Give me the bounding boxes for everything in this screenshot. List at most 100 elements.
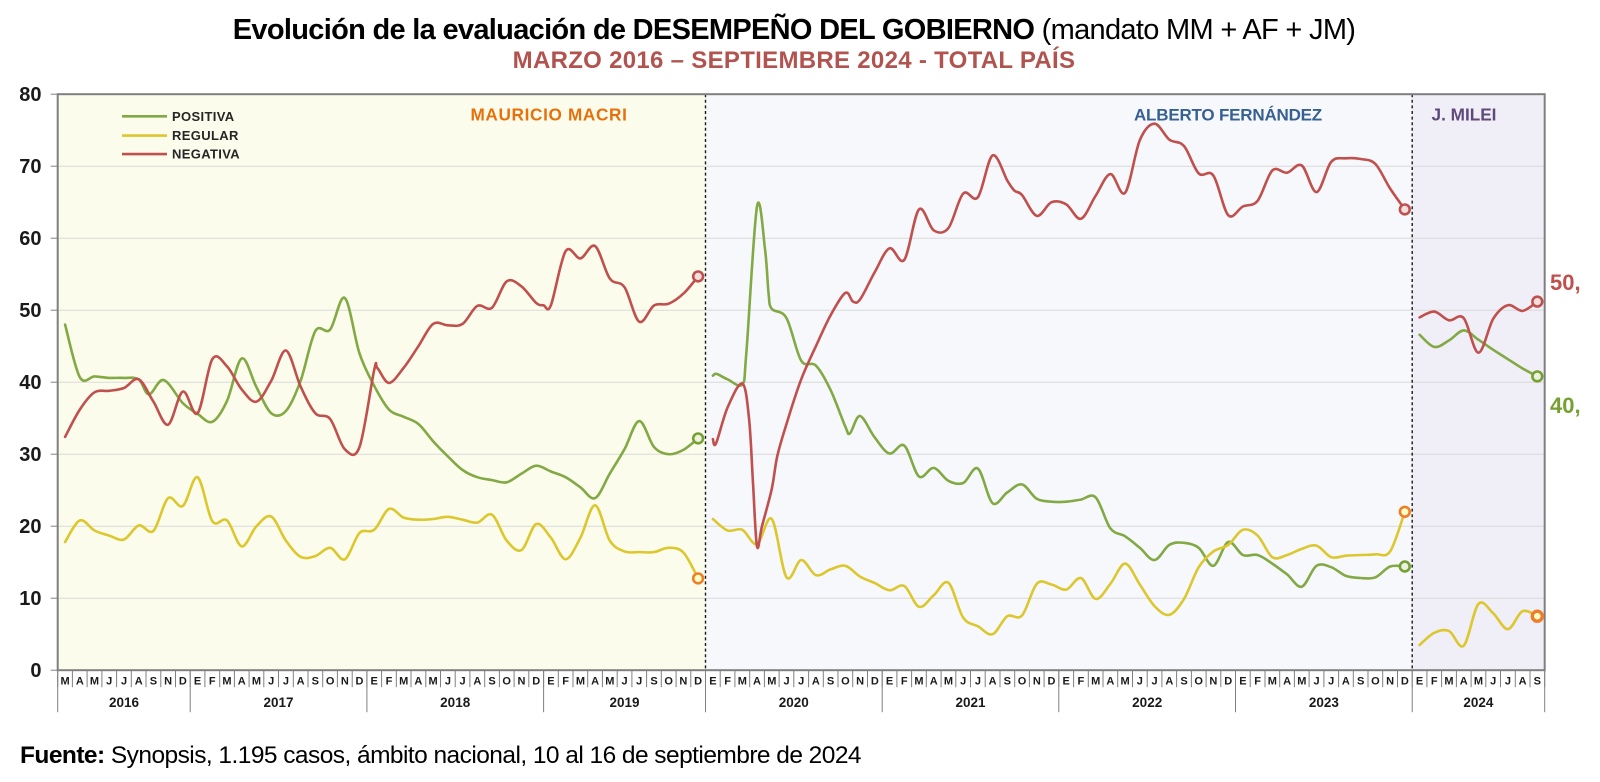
svg-text:M: M [1268, 676, 1277, 688]
svg-text:M: M [429, 676, 438, 688]
svg-text:N: N [856, 676, 864, 688]
svg-text:A: A [753, 676, 761, 688]
svg-text:A: A [76, 676, 84, 688]
svg-text:J: J [783, 676, 789, 688]
svg-text:S: S [312, 676, 319, 688]
svg-text:J: J [636, 676, 642, 688]
svg-text:NEGATIVA: NEGATIVA [172, 147, 240, 162]
svg-text:J: J [106, 676, 112, 688]
svg-text:J: J [121, 676, 127, 688]
svg-text:O: O [841, 676, 850, 688]
svg-text:D: D [356, 676, 364, 688]
svg-text:50,: 50, [1550, 270, 1581, 295]
svg-text:N: N [679, 676, 687, 688]
svg-text:N: N [1033, 676, 1041, 688]
svg-text:60: 60 [19, 228, 41, 250]
svg-text:A: A [414, 676, 422, 688]
svg-text:M: M [1297, 676, 1306, 688]
svg-text:J. MILEI: J. MILEI [1432, 105, 1497, 125]
svg-text:E: E [1063, 676, 1070, 688]
svg-text:J: J [283, 676, 289, 688]
svg-text:E: E [371, 676, 378, 688]
svg-text:D: D [871, 676, 879, 688]
svg-text:F: F [1431, 676, 1438, 688]
svg-text:2021: 2021 [955, 695, 986, 710]
svg-text:A: A [1283, 676, 1291, 688]
svg-text:M: M [605, 676, 614, 688]
svg-text:S: S [1357, 676, 1364, 688]
svg-text:40,: 40, [1550, 393, 1581, 418]
svg-text:N: N [1386, 676, 1394, 688]
svg-text:F: F [562, 676, 569, 688]
svg-text:J: J [621, 676, 627, 688]
svg-text:M: M [738, 676, 747, 688]
svg-text:J: J [975, 676, 981, 688]
svg-text:F: F [901, 676, 908, 688]
svg-text:F: F [209, 676, 216, 688]
svg-text:N: N [1209, 676, 1217, 688]
svg-text:F: F [386, 676, 393, 688]
svg-text:A: A [1519, 676, 1527, 688]
svg-text:E: E [886, 676, 893, 688]
svg-text:J: J [798, 676, 804, 688]
svg-text:A: A [812, 676, 820, 688]
svg-text:J: J [1137, 676, 1143, 688]
svg-text:J: J [960, 676, 966, 688]
svg-text:2017: 2017 [263, 695, 293, 710]
svg-text:S: S [650, 676, 657, 688]
svg-text:A: A [989, 676, 997, 688]
svg-text:M: M [399, 676, 408, 688]
svg-text:J: J [268, 676, 274, 688]
svg-text:M: M [61, 676, 70, 688]
svg-text:M: M [1474, 676, 1483, 688]
svg-text:2020: 2020 [779, 695, 809, 710]
svg-text:M: M [1091, 676, 1100, 688]
svg-text:F: F [1254, 676, 1261, 688]
svg-text:A: A [1460, 676, 1468, 688]
svg-text:A: A [1165, 676, 1173, 688]
svg-text:N: N [164, 676, 172, 688]
svg-text:A: A [1106, 676, 1114, 688]
svg-text:D: D [532, 676, 540, 688]
svg-text:POSITIVA: POSITIVA [172, 109, 235, 124]
svg-text:E: E [547, 676, 554, 688]
svg-text:E: E [194, 676, 201, 688]
svg-text:M: M [1121, 676, 1130, 688]
svg-text:M: M [944, 676, 953, 688]
svg-text:D: D [1224, 676, 1232, 688]
svg-text:10: 10 [19, 588, 41, 610]
svg-text:70: 70 [19, 156, 41, 178]
svg-text:S: S [1180, 676, 1187, 688]
svg-text:50: 50 [19, 300, 41, 322]
svg-text:M: M [576, 676, 585, 688]
svg-text:E: E [1239, 676, 1246, 688]
svg-text:S: S [150, 676, 157, 688]
svg-text:2022: 2022 [1132, 695, 1162, 710]
svg-text:J: J [1328, 676, 1334, 688]
svg-text:J: J [445, 676, 451, 688]
svg-text:MAURICIO MACRI: MAURICIO MACRI [470, 105, 627, 125]
svg-text:S: S [488, 676, 495, 688]
svg-text:20: 20 [19, 516, 41, 538]
svg-text:40: 40 [19, 372, 41, 394]
svg-text:A: A [135, 676, 143, 688]
svg-text:M: M [222, 676, 231, 688]
svg-text:2024: 2024 [1463, 695, 1494, 710]
svg-text:J: J [1313, 676, 1319, 688]
svg-text:D: D [179, 676, 187, 688]
svg-text:2023: 2023 [1309, 695, 1340, 710]
svg-text:M: M [1444, 676, 1453, 688]
svg-text:ALBERTO FERNÁNDEZ: ALBERTO FERNÁNDEZ [1134, 106, 1322, 125]
svg-text:O: O [664, 676, 673, 688]
svg-text:30: 30 [19, 444, 41, 466]
svg-text:E: E [1416, 676, 1423, 688]
svg-text:J: J [1151, 676, 1157, 688]
svg-text:D: D [694, 676, 702, 688]
svg-text:O: O [1194, 676, 1203, 688]
svg-text:2016: 2016 [109, 695, 140, 710]
svg-text:F: F [1078, 676, 1085, 688]
svg-text:REGULAR: REGULAR [172, 128, 239, 143]
svg-text:A: A [238, 676, 246, 688]
svg-text:A: A [930, 676, 938, 688]
svg-text:80: 80 [19, 84, 41, 106]
